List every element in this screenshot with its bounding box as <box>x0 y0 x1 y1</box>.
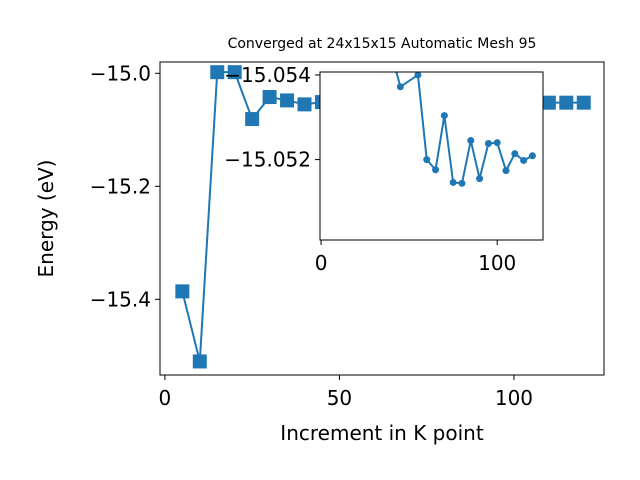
y-tick-label: −15.2 <box>90 174 151 198</box>
x-tick-label: 100 <box>495 386 533 410</box>
marker <box>175 284 190 299</box>
plot-background <box>320 72 543 240</box>
marker <box>467 137 475 145</box>
marker <box>440 112 448 120</box>
y-tick-label: −15.054 <box>224 63 311 87</box>
marker <box>493 139 501 147</box>
y-tick-label: −15.4 <box>90 287 151 311</box>
marker <box>559 95 574 110</box>
marker <box>511 150 519 158</box>
series-line <box>395 72 533 185</box>
marker <box>541 95 556 110</box>
marker <box>432 166 440 174</box>
marker <box>192 354 207 369</box>
x-axis-label: Increment in K point <box>280 421 484 445</box>
x-tick-label: 100 <box>478 251 516 275</box>
x-tick-label: 50 <box>327 386 352 410</box>
marker <box>262 90 277 105</box>
x-tick-label: 0 <box>315 251 328 275</box>
marker <box>297 97 312 112</box>
inset-axes: 0 100 −15.052 −15.054 <box>224 63 544 275</box>
marker <box>484 140 492 148</box>
y-tick-label: −15.052 <box>224 148 311 172</box>
marker <box>280 93 295 108</box>
marker <box>449 178 457 186</box>
marker <box>476 175 484 183</box>
axes-frame <box>159 61 605 376</box>
y-axis-label: Energy (eV) <box>34 160 58 278</box>
marker <box>414 72 422 79</box>
marker <box>423 156 431 164</box>
marker <box>520 156 528 164</box>
chart-title: Converged at 24x15x15 Automatic Mesh 95 <box>228 36 537 52</box>
y-tick-label: −15.0 <box>90 61 151 85</box>
axes-frame <box>319 71 544 241</box>
marker <box>528 152 536 160</box>
marker <box>396 83 404 91</box>
marker <box>227 65 242 80</box>
marker <box>210 65 225 80</box>
marker <box>458 179 466 187</box>
x-tick-label: 0 <box>159 386 172 410</box>
marker <box>576 95 591 110</box>
marker <box>245 112 260 127</box>
marker <box>502 167 510 175</box>
